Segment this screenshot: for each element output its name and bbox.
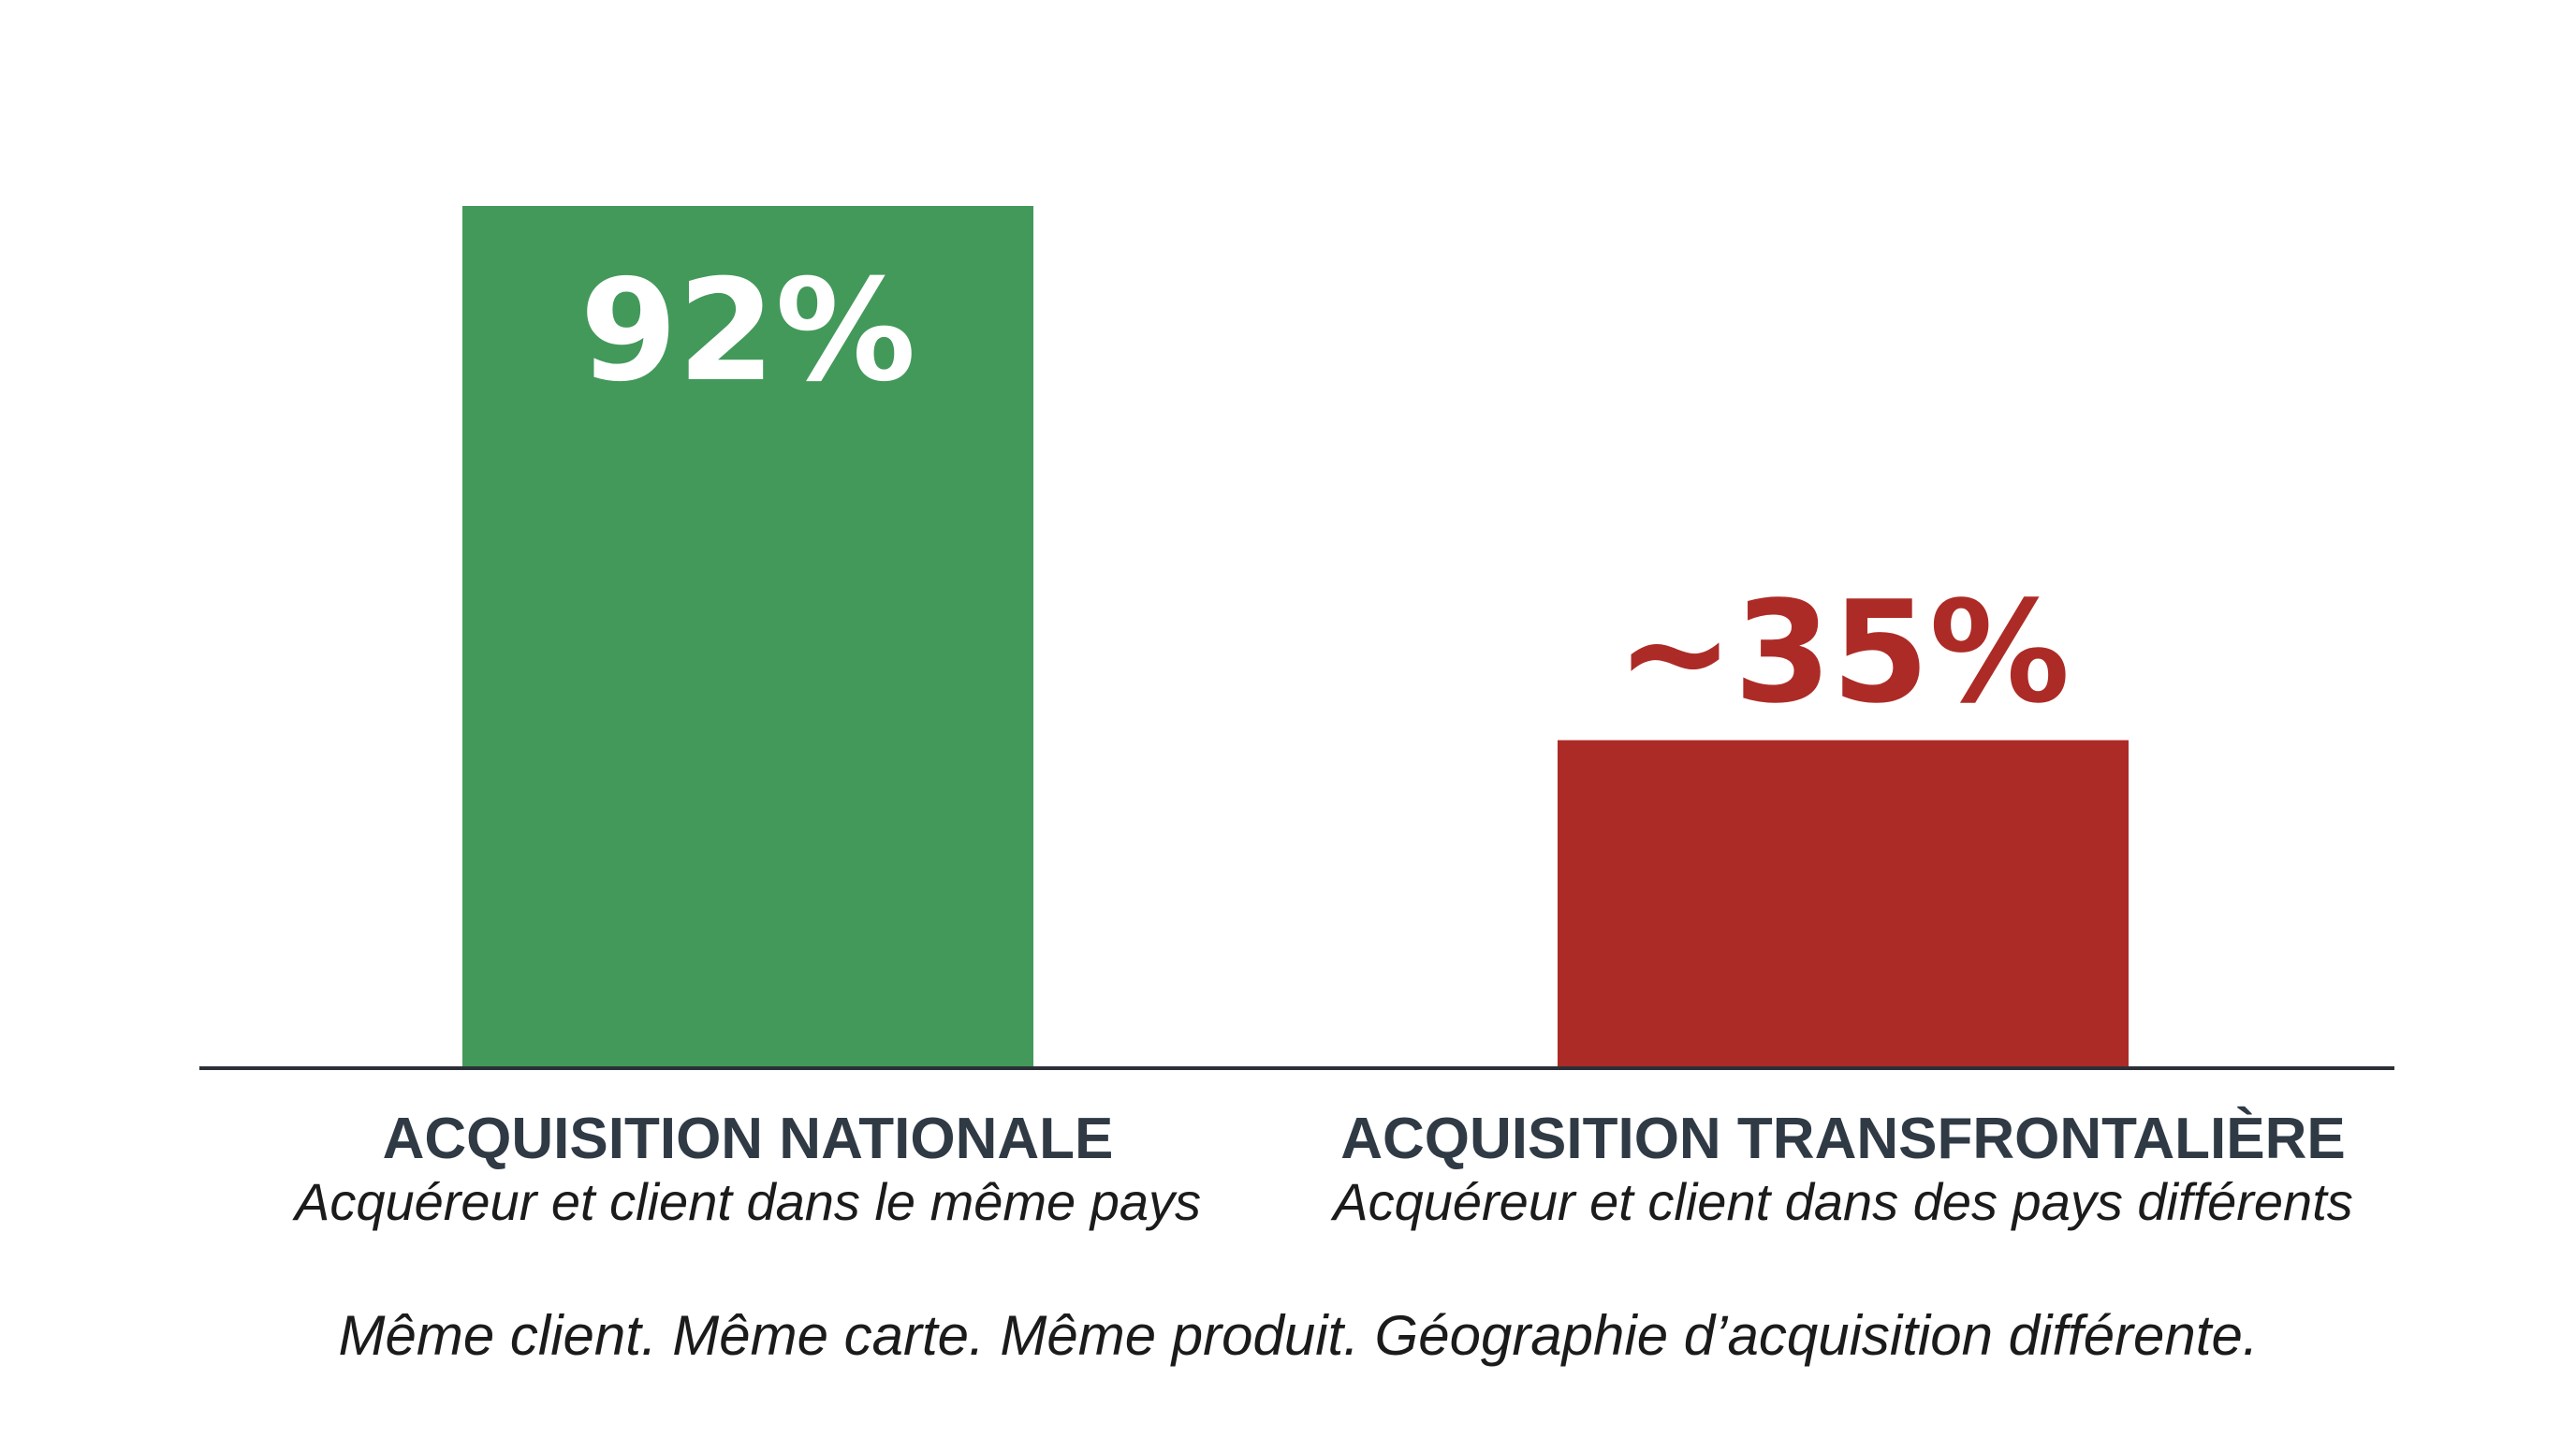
bar-nationale [462, 206, 1033, 1068]
category-label-2: ACQUISITION TRANSFRONTALIÈRE [1340, 1107, 2346, 1171]
value-label-2: ~35% [1617, 572, 2071, 735]
bars-layer [462, 206, 2129, 1068]
bar-transfrontaliere [1558, 740, 2129, 1068]
category-label-1: ACQUISITION NATIONALE [383, 1107, 1114, 1171]
category-subtitle-1: Acquéreur et client dans le même pays [292, 1172, 1201, 1231]
value-label-1: 92% [579, 250, 915, 413]
chart-footnote: Même client. Même carte. Même produit. G… [339, 1304, 2259, 1367]
category-subtitle-2: Acquéreur et client dans des pays différ… [1330, 1172, 2353, 1231]
